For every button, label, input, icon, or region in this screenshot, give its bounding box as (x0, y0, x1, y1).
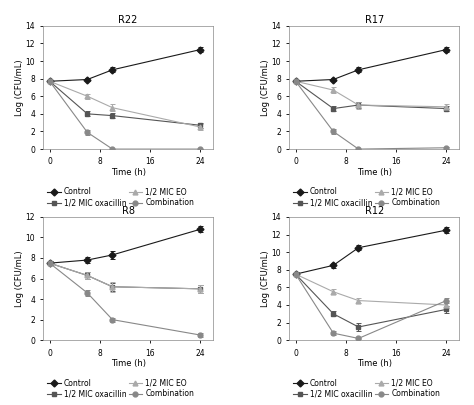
X-axis label: Time (h): Time (h) (356, 168, 392, 177)
X-axis label: Time (h): Time (h) (110, 168, 146, 177)
Y-axis label: Log (CFU/mL): Log (CFU/mL) (261, 250, 270, 307)
Legend: 1/2 MIC EO, Combination: 1/2 MIC EO, Combination (128, 379, 194, 399)
Title: R17: R17 (365, 15, 384, 25)
Legend: 1/2 MIC EO, Combination: 1/2 MIC EO, Combination (374, 188, 440, 207)
Legend: 1/2 MIC EO, Combination: 1/2 MIC EO, Combination (128, 188, 194, 207)
Title: R12: R12 (365, 206, 384, 216)
X-axis label: Time (h): Time (h) (356, 359, 392, 368)
Legend: 1/2 MIC EO, Combination: 1/2 MIC EO, Combination (374, 379, 440, 399)
X-axis label: Time (h): Time (h) (110, 359, 146, 368)
Y-axis label: Log (CFU/mL): Log (CFU/mL) (261, 59, 270, 116)
Title: R22: R22 (118, 15, 138, 25)
Y-axis label: Log (CFU/mL): Log (CFU/mL) (15, 59, 24, 116)
Title: R8: R8 (122, 206, 135, 216)
Y-axis label: Log (CFU/mL): Log (CFU/mL) (15, 250, 24, 307)
